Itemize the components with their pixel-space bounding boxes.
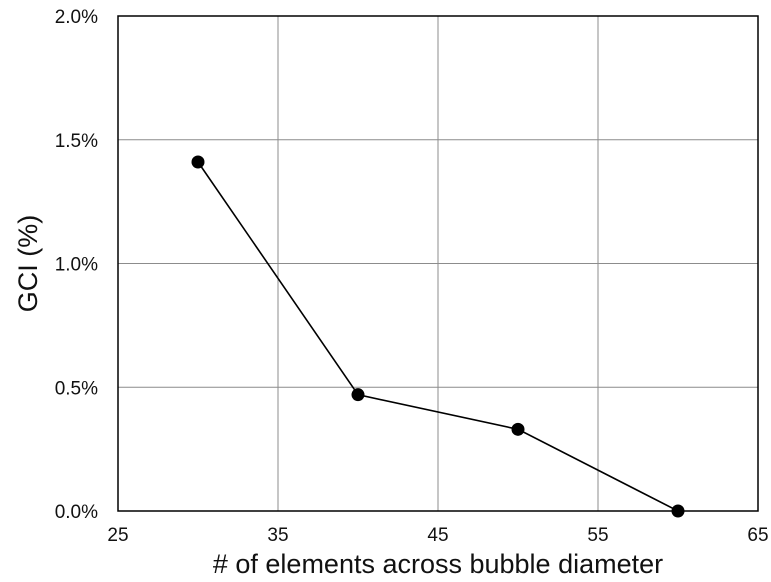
data-point bbox=[671, 504, 685, 518]
data-point bbox=[191, 155, 205, 169]
x-axis-title: # of elements across bubble diameter bbox=[213, 549, 663, 579]
plot-area-frame bbox=[117, 15, 759, 512]
series-line-0 bbox=[197, 161, 679, 512]
series bbox=[191, 155, 685, 518]
y-tick-label: 1.5% bbox=[55, 131, 98, 152]
y-tick-label: 2.0% bbox=[55, 7, 98, 28]
y-axis-title: GCI (%) bbox=[13, 215, 43, 313]
y-tick-label: 0.0% bbox=[55, 502, 98, 523]
x-tick-label: 55 bbox=[587, 525, 608, 546]
data-point bbox=[511, 422, 525, 436]
grid bbox=[117, 15, 759, 512]
x-tick-label: 25 bbox=[107, 525, 128, 546]
x-tick-label: 65 bbox=[747, 525, 768, 546]
tick-labels: 25 35 45 55 65 0.0% 0.5% 1.0% 1.5% 2.0% bbox=[55, 7, 769, 546]
y-tick-label: 0.5% bbox=[55, 378, 98, 399]
y-tick-label: 1.0% bbox=[55, 255, 98, 276]
x-tick-label: 35 bbox=[267, 525, 288, 546]
data-point bbox=[351, 388, 365, 402]
x-tick-label: 45 bbox=[427, 525, 448, 546]
